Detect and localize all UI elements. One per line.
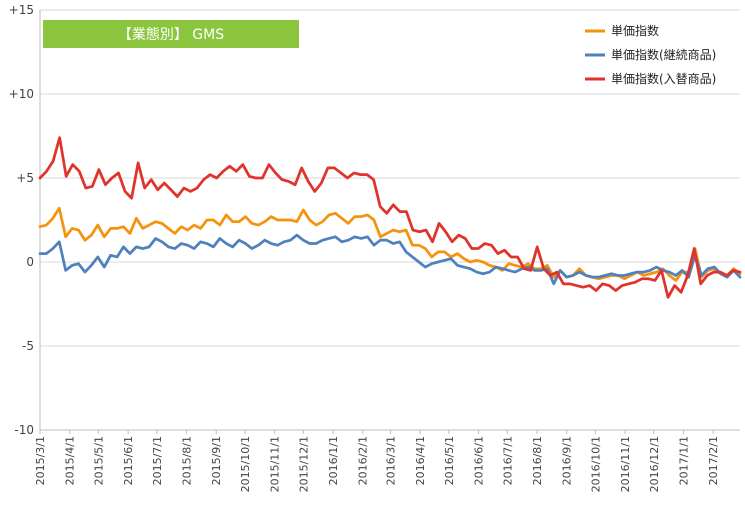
x-tick-label: 2016/9/1 xyxy=(561,436,574,485)
y-tick-label: -5 xyxy=(22,339,34,353)
y-tick-label: 0 xyxy=(26,255,34,269)
chart-title-box: 【業態別】 GMS xyxy=(43,20,299,48)
x-tick-label: 2016/8/1 xyxy=(531,436,544,485)
legend-label: 単価指数 xyxy=(611,23,659,38)
legend-label: 単価指数(入替商品) xyxy=(611,71,716,86)
x-tick-label: 2017/1/1 xyxy=(678,436,691,485)
x-tick-label: 2015/8/1 xyxy=(181,436,194,485)
y-tick-label: +10 xyxy=(9,87,34,101)
x-tick-label: 2016/2/1 xyxy=(357,436,370,485)
y-tick-label: +15 xyxy=(9,3,34,17)
series-line xyxy=(38,136,742,299)
x-tick-label: 2015/5/1 xyxy=(92,436,105,485)
series-line xyxy=(38,206,742,282)
x-tick-label: 2016/7/1 xyxy=(501,436,514,485)
x-tick-label: 2016/6/1 xyxy=(473,436,486,485)
x-tick-label: 2016/1/1 xyxy=(327,436,340,485)
x-tick-label: 2016/4/1 xyxy=(414,436,427,485)
legend-label: 単価指数(継続商品) xyxy=(611,47,716,62)
chart-title-background xyxy=(43,20,299,48)
x-tick-label: 2015/7/1 xyxy=(151,436,164,485)
x-tick-label: 2015/9/1 xyxy=(210,436,223,485)
chart-title: 【業態別】 GMS xyxy=(118,27,224,43)
x-tick-label: 2016/3/1 xyxy=(384,436,397,485)
x-tick-label: 2017/2/1 xyxy=(707,436,720,485)
x-tick-label: 2016/5/1 xyxy=(443,436,456,485)
series-line xyxy=(38,233,742,286)
x-tick-label: 2016/10/1 xyxy=(589,436,602,492)
x-tick-label: 2015/10/1 xyxy=(239,436,252,492)
x-tick-label: 2015/3/1 xyxy=(34,436,47,485)
x-tick-label: 2015/6/1 xyxy=(122,436,135,485)
x-tick-label: 2016/12/1 xyxy=(648,436,661,492)
y-tick-label: -10 xyxy=(14,423,34,437)
series-lines xyxy=(38,136,742,299)
x-tick-label: 2016/11/1 xyxy=(619,436,632,492)
x-tick-label: 2015/4/1 xyxy=(64,436,77,485)
x-tick-label: 2015/11/1 xyxy=(269,436,282,492)
x-axis: 2015/3/1 2015/4/1 2015/5/1 2015/6/1 2015/7/1… xyxy=(34,429,740,492)
y-axis: +15 +10 +5 0 -5 -10 xyxy=(9,3,41,437)
x-tick-label: 2015/12/1 xyxy=(297,436,310,492)
y-tick-label: +5 xyxy=(16,171,34,185)
